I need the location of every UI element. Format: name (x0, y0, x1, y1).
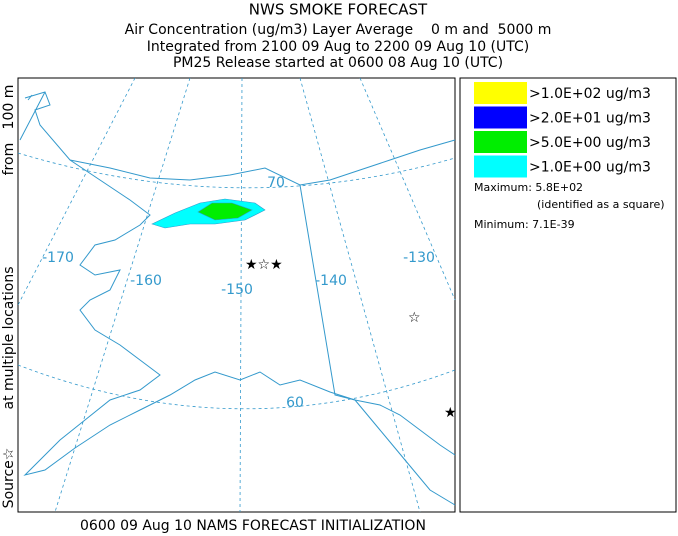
minimum: Minimum: 7.1E-39 (474, 218, 575, 231)
border (299, 184, 456, 506)
legend-label: >1.0E+00 ug/m3 (529, 160, 651, 176)
footer: 0600 09 Aug 10 NAMS FORECAST INITIALIZAT… (80, 518, 426, 534)
map-label: -130 (403, 250, 435, 266)
legend-swatch (474, 155, 527, 178)
legend-label: >5.0E+00 ug/m3 (529, 135, 651, 151)
map: ★☆★ ☆ ★ -170 -160 -150 -140 -130 70 60 (17, 77, 457, 513)
map-label: -170 (42, 250, 74, 266)
coastline (23, 91, 456, 476)
coastline (69, 139, 456, 186)
subtitle: Air Concentration (ug/m3) Layer Average … (125, 22, 552, 38)
side-label: Source☆ (1, 448, 17, 509)
meridian (17, 77, 136, 306)
side-label: at multiple locations (1, 267, 17, 410)
map-label: -160 (130, 273, 162, 289)
legend-label: >1.0E+02 ug/m3 (529, 86, 651, 102)
map-label: 70 (267, 175, 285, 191)
maximum: Maximum: 5.8E+02 (474, 181, 583, 194)
source-marker: ★☆★ (245, 257, 283, 273)
map-label: 60 (286, 395, 304, 411)
map-frame (17, 77, 456, 513)
legend-swatch (474, 82, 527, 104)
parallel (17, 152, 456, 189)
map-label: -150 (221, 282, 253, 298)
subtitle: Integrated from 2100 09 Aug to 2200 09 A… (147, 39, 530, 55)
smoke-plume (197, 202, 253, 221)
title: NWS SMOKE FORECAST (249, 1, 428, 19)
source-marker: ★ (444, 405, 457, 421)
legend: >1.0E+02 ug/m3 >2.0E+01 ug/m3 >5.0E+00 ug/… (459, 77, 677, 513)
side-label: from 100 m (1, 85, 17, 176)
coastline (19, 91, 46, 141)
maximum-note: (identified as a square) (537, 198, 665, 211)
source-markers: ★☆★ ☆ ★ (245, 257, 457, 421)
legend-swatch (474, 106, 527, 129)
subtitle: PM25 Release started at 0600 08 Aug 10 (… (173, 55, 503, 71)
parallel (17, 364, 456, 410)
legend-swatch (474, 131, 527, 153)
meridian (359, 77, 456, 301)
source-marker: ☆ (408, 310, 421, 326)
map-label: -140 (315, 273, 347, 289)
meridian (239, 77, 243, 513)
meridian (54, 77, 191, 513)
legend-label: >2.0E+01 ug/m3 (529, 111, 651, 127)
